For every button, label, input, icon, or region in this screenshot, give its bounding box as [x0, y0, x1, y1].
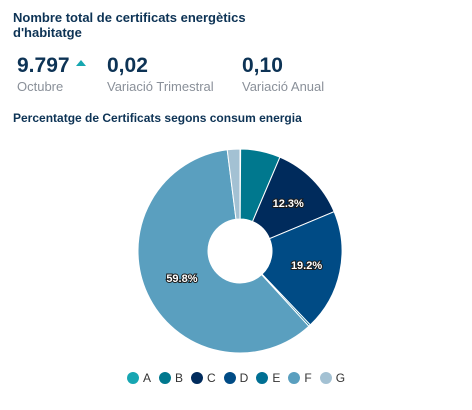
legend-item-d[interactable]: D — [223, 371, 249, 385]
legend-item-f[interactable]: F — [288, 371, 312, 385]
kpi-value-text: 9.797 — [17, 54, 70, 77]
chart-title: Percentatge de Certificats segons consum… — [13, 111, 302, 125]
pie-slice-d[interactable] — [261, 211, 343, 326]
chart-legend: A B C D E F G — [0, 371, 472, 385]
pie-slice-g[interactable] — [226, 148, 241, 220]
legend-dot-icon — [158, 372, 171, 384]
kpi-label: Octubre — [17, 79, 64, 94]
kpi-value: 9.797 — [17, 54, 86, 78]
legend-label: F — [304, 371, 312, 385]
legend-item-c[interactable]: C — [190, 371, 216, 385]
legend-label: G — [335, 371, 346, 385]
legend-label: B — [174, 371, 183, 385]
kpi-label: Variació Anual — [242, 79, 325, 94]
legend-item-g[interactable]: G — [319, 371, 346, 385]
kpi-monthly-total: 9.797 Octubre — [17, 54, 86, 95]
legend-item-e[interactable]: E — [256, 371, 280, 385]
chart-header-title: Nombre total de certificats energètics d… — [13, 10, 246, 40]
legend-label: D — [239, 371, 249, 385]
legend-label: C — [206, 371, 216, 385]
kpi-value: 0,10 — [242, 54, 283, 77]
legend-dot-icon — [223, 372, 236, 384]
data-label-f: 59.8% — [166, 273, 197, 285]
data-label-d: 19.2% — [291, 260, 322, 272]
legend-dot-icon — [126, 372, 139, 384]
legend-dot-icon — [319, 372, 332, 384]
kpi-quarterly-variation: 0,02 Variació Trimestral — [107, 54, 214, 95]
data-label-c: 12.3% — [273, 198, 304, 210]
legend-dot-icon — [288, 372, 301, 384]
legend-label: A — [142, 371, 151, 385]
legend-item-a[interactable]: A — [126, 371, 151, 385]
donut-chart: 12.3% 19.2% 59.8% — [137, 148, 343, 354]
kpi-label: Variació Trimestral — [107, 79, 214, 94]
legend-dot-icon — [190, 372, 203, 384]
legend-item-b[interactable]: B — [158, 371, 183, 385]
kpi-annual-variation: 0,10 Variació Anual — [242, 54, 324, 95]
legend-label: E — [272, 371, 281, 385]
pie-slice-f[interactable] — [137, 149, 310, 354]
trend-up-icon — [75, 60, 86, 66]
kpi-value: 0,02 — [107, 54, 148, 77]
legend-dot-icon — [256, 372, 269, 384]
